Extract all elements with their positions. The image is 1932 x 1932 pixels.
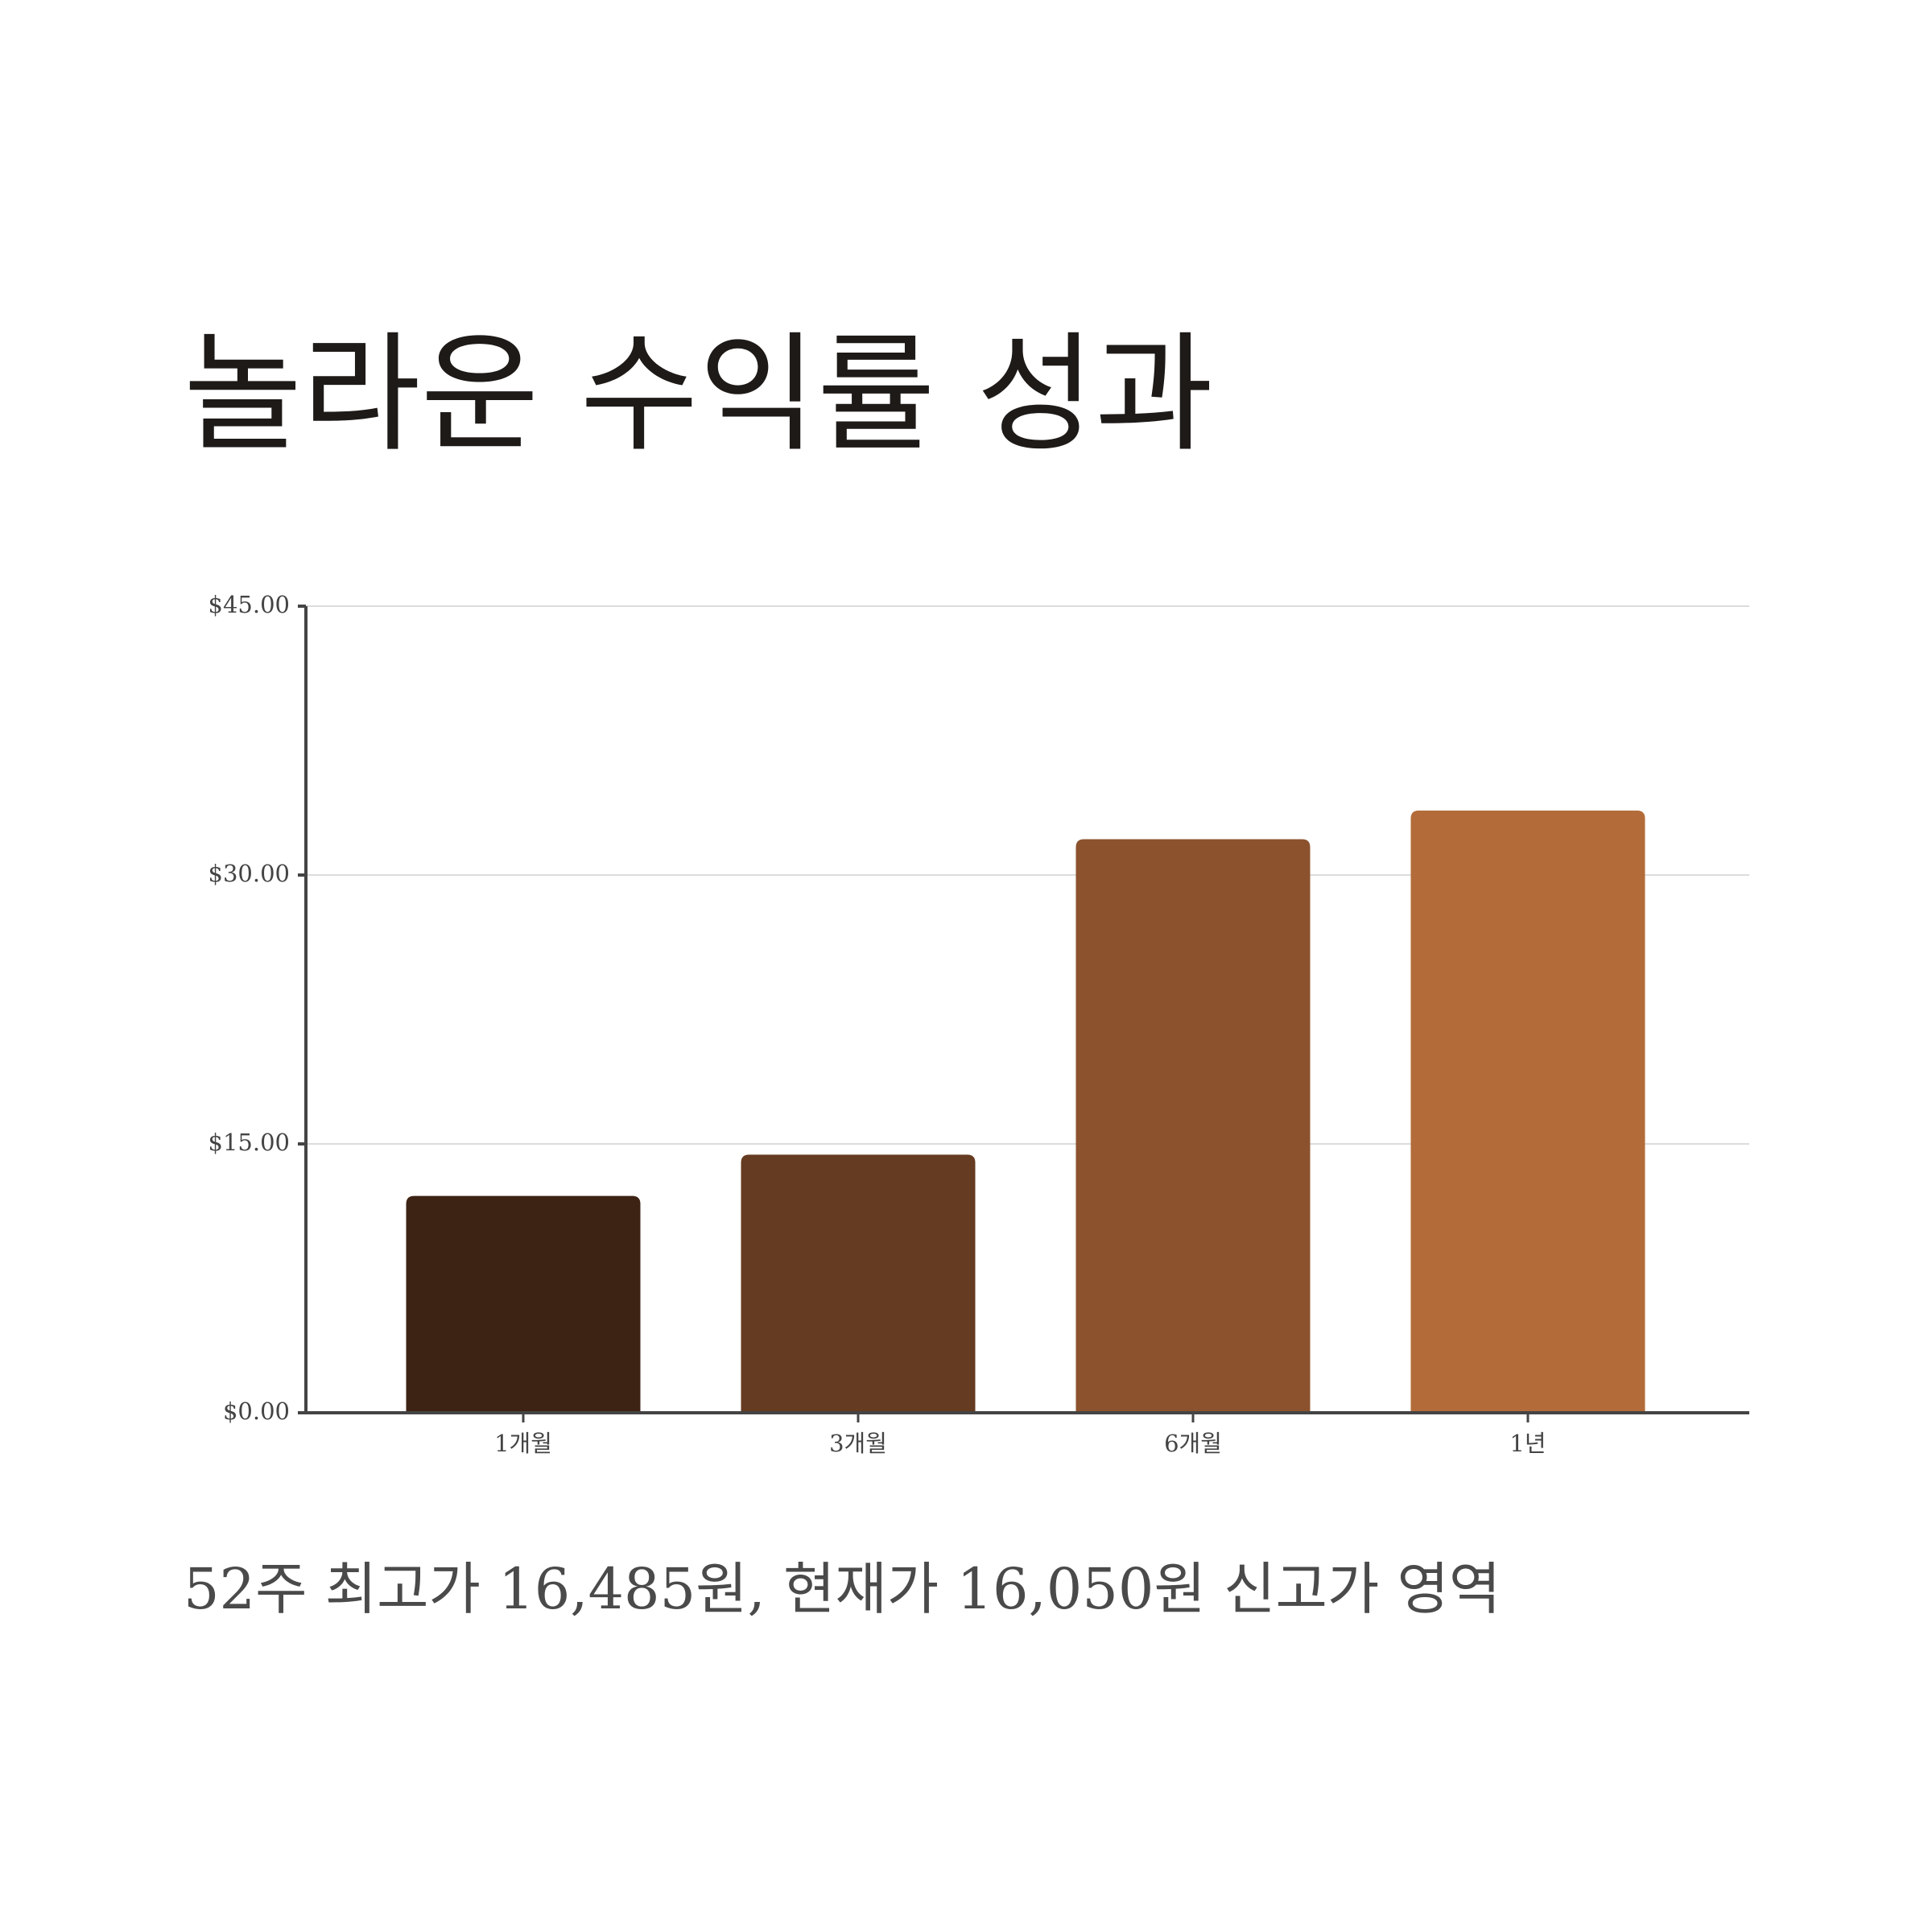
bar (406, 1195, 641, 1413)
y-tick-label: $15.00 (208, 1129, 290, 1156)
bar (1410, 810, 1645, 1413)
y-tick-label: $45.00 (208, 591, 290, 618)
bar (1075, 839, 1311, 1413)
chart-subtitle: 52주 최고가 16,485원, 현재가 16,050원 신고가 영역 (184, 1556, 1501, 1622)
x-tick-label: 1년 (1509, 1430, 1546, 1457)
plot-area: $0.00 $15.00 $30.00 $45.00 1개월 3개월 6개월 1년 (208, 591, 1749, 1457)
chart-title: 놀라운 수익률 성과 (184, 319, 1213, 469)
y-tick-label: $30.00 (208, 860, 290, 887)
y-tick-label: $0.00 (223, 1397, 290, 1425)
x-tick-label: 1개월 (494, 1430, 552, 1457)
bar (741, 1154, 976, 1413)
x-tick-label: 3개월 (829, 1430, 887, 1457)
x-tick-label: 6개월 (1164, 1430, 1222, 1457)
